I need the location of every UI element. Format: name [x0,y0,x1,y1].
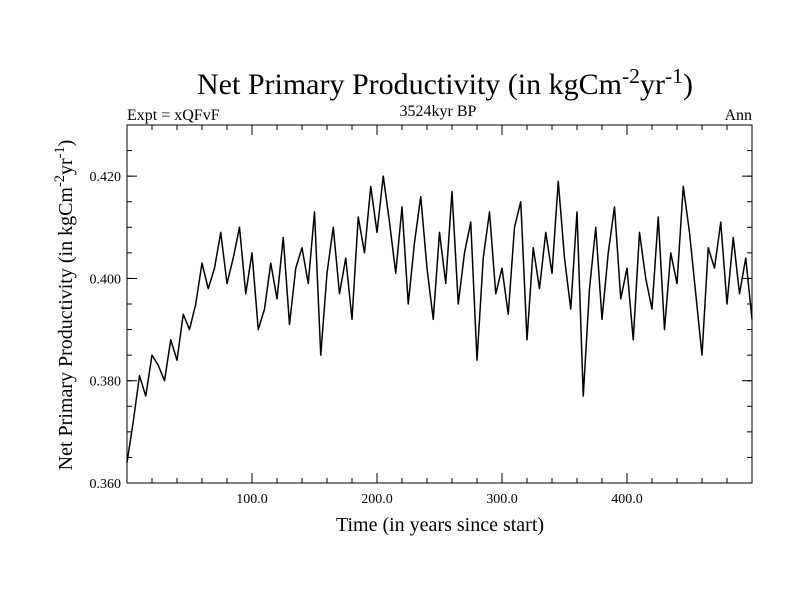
chart-title-text: Net Primary Productivity (in kgCm [197,68,622,101]
tick-layer [127,125,752,484]
plot-frame [126,124,753,484]
chart-title-sup1: -2 [622,64,640,88]
y-tick-label: 0.380 [90,375,122,390]
series-line-npp [126,175,753,463]
y-tick-label: 0.400 [90,272,122,287]
tick-label-layer: 100.0 200.0 300.0 400.0 0.360 0.380 0.400 0.420 [90,170,643,507]
y-axis-label: Net Primary Productivity (in kgCm-2yr-1) [52,140,77,471]
subtitle-left: Expt = xQFvF [127,107,220,124]
y-tick-label: 0.420 [90,170,122,185]
y-axis-label-end: ) [55,140,77,147]
chart-title-sup2: -1 [665,64,683,88]
series-layer [126,175,753,463]
x-tick-label: 400.0 [611,492,643,507]
chart-title: Net Primary Productivity (in kgCm-2yr-1) [197,64,693,101]
x-axis-label: Time (in years since start) [336,514,544,536]
x-tick-label: 100.0 [236,492,268,507]
chart-title-mid: yr [640,68,665,101]
x-tick-label: 300.0 [486,492,518,507]
subtitle-right: Ann [724,107,752,124]
subtitle-center: 3524kyr BP [400,103,477,120]
y-tick-label: 0.360 [90,477,122,492]
x-tick-label: 200.0 [361,492,393,507]
y-axis-label-sup2: -1 [52,146,68,158]
y-axis-label-mid: yr [55,158,77,175]
y-axis-label-text: Net Primary Productivity (in kgCm [55,187,77,471]
chart-title-end: ) [683,68,693,101]
y-axis-label-sup1: -2 [52,175,68,187]
